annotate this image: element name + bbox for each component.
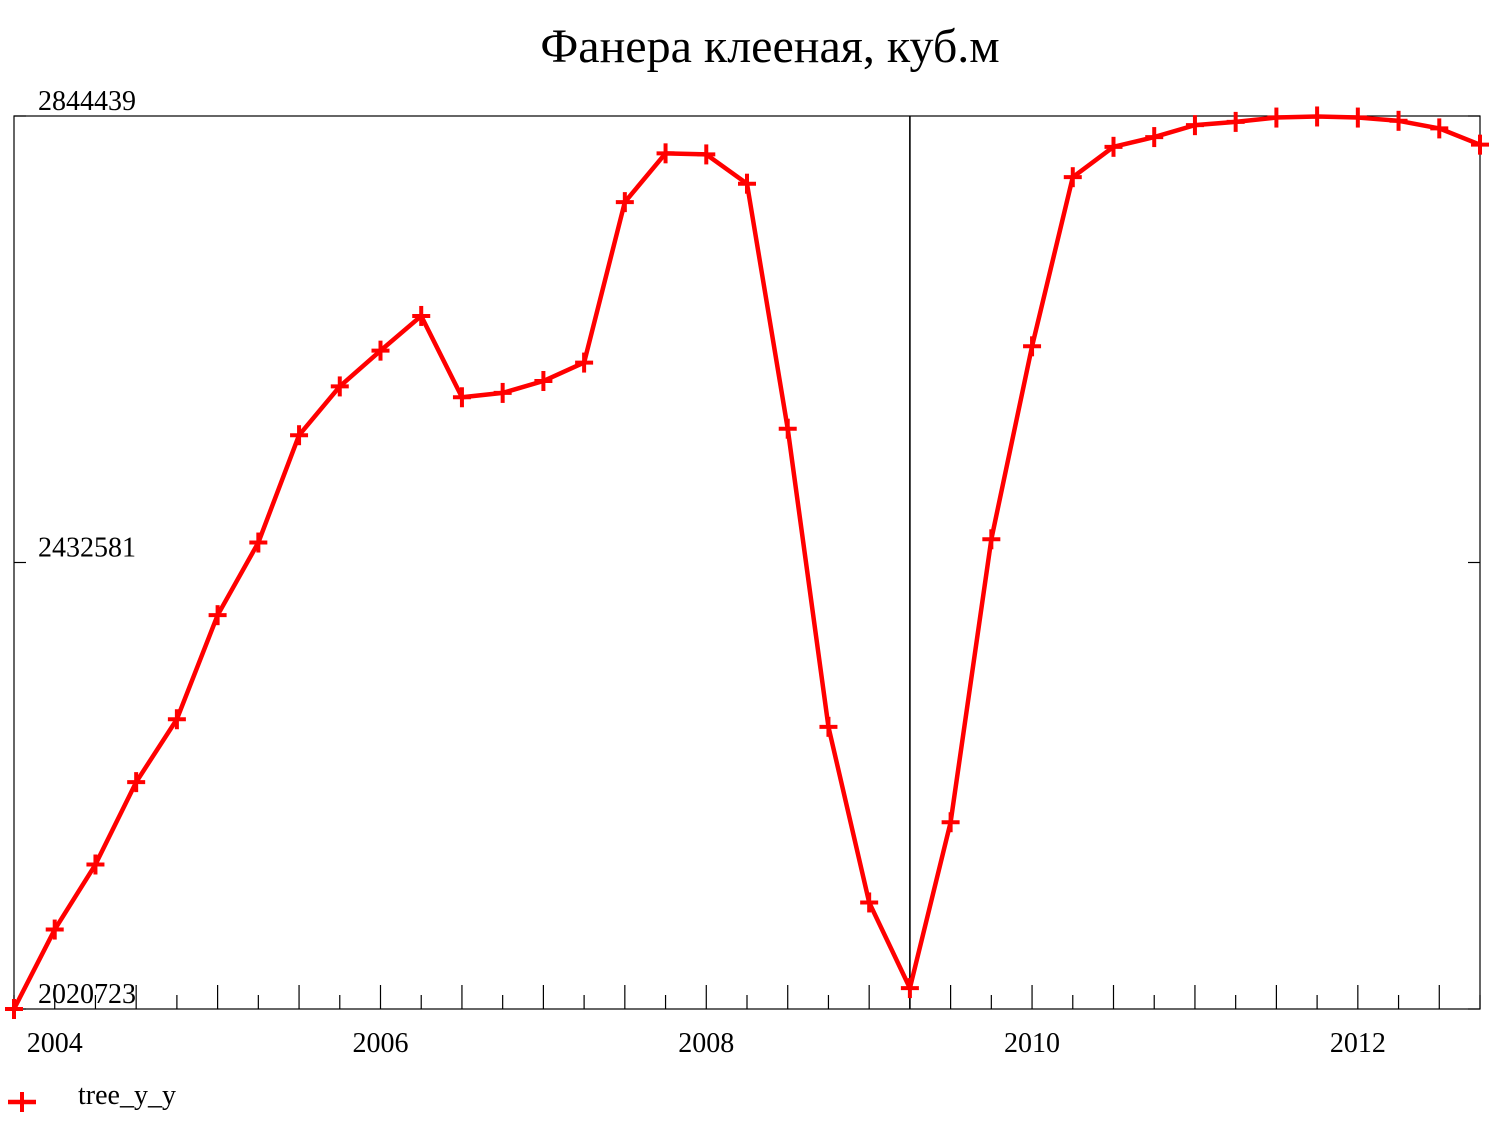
data-point xyxy=(412,305,431,326)
data-point xyxy=(1185,115,1204,136)
y-axis: 2020723 2432581 2844439 xyxy=(14,86,1480,1010)
series-tree-y-y xyxy=(5,106,1489,1019)
data-point xyxy=(900,978,919,999)
data-point xyxy=(371,340,390,361)
x-axis: 2004 2006 2008 2010 2012 xyxy=(13,985,1481,1059)
data-point xyxy=(1226,111,1245,132)
data-point xyxy=(1145,127,1164,148)
y-tick-label: 2020723 xyxy=(38,979,136,1010)
data-point xyxy=(290,425,309,446)
data-point xyxy=(697,144,716,165)
data-point xyxy=(1389,110,1408,131)
data-point xyxy=(656,143,675,164)
data-point xyxy=(1063,167,1082,188)
x-tick-label: 2008 xyxy=(678,1028,734,1059)
data-point xyxy=(1267,107,1286,128)
data-point xyxy=(5,999,23,1019)
data-point xyxy=(330,376,349,397)
x-tick-label: 2012 xyxy=(1330,1028,1386,1059)
data-point xyxy=(249,532,268,553)
data-point xyxy=(1104,136,1123,157)
data-point xyxy=(127,772,146,793)
legend: tree_y_y xyxy=(8,1080,176,1112)
data-point xyxy=(738,173,756,194)
data-point xyxy=(941,812,960,833)
plot-frame xyxy=(13,115,1481,1010)
y-tick-label: 2844439 xyxy=(38,86,136,117)
data-point xyxy=(1023,336,1042,357)
legend-label: tree_y_y xyxy=(78,1080,176,1111)
data-point xyxy=(819,716,838,737)
data-point xyxy=(778,418,797,439)
data-point xyxy=(534,370,553,391)
x-tick-label: 2006 xyxy=(353,1028,409,1059)
data-point xyxy=(452,387,471,408)
y-tick-label: 2432581 xyxy=(38,533,136,564)
data-point xyxy=(982,529,1001,550)
x-tick-label: 2004 xyxy=(27,1028,83,1059)
data-point xyxy=(1430,118,1449,139)
series-line xyxy=(11,114,1481,1011)
data-point xyxy=(575,352,594,373)
data-point xyxy=(86,854,105,875)
data-point xyxy=(208,605,227,626)
data-point xyxy=(860,892,879,913)
data-point xyxy=(167,709,186,730)
plot-border xyxy=(13,115,1481,1010)
data-point xyxy=(45,919,64,940)
data-point xyxy=(1471,134,1489,155)
data-point xyxy=(1348,107,1367,128)
x-tick-label: 2010 xyxy=(1004,1028,1060,1059)
data-point xyxy=(1308,106,1327,127)
chart-title: Фанера клееная, куб.м xyxy=(540,20,999,73)
data-point xyxy=(615,192,634,213)
data-point xyxy=(493,382,512,403)
